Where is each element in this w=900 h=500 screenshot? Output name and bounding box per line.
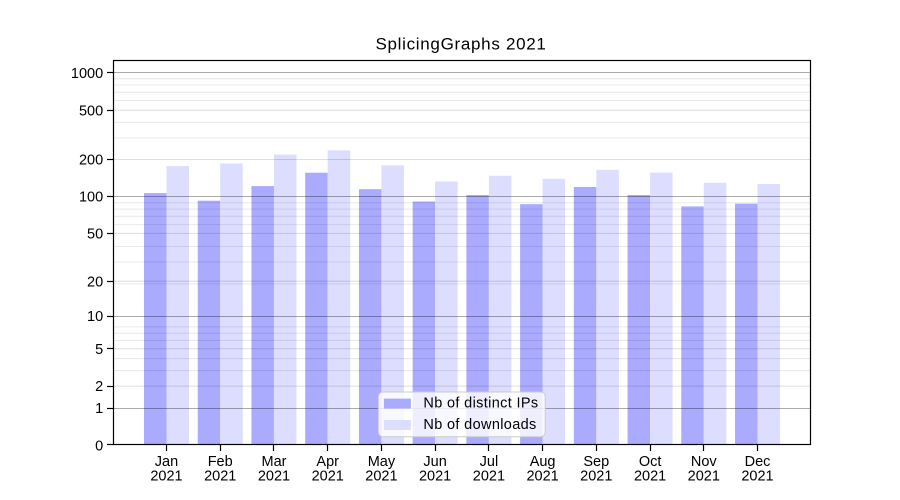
svg-text:2021: 2021	[365, 469, 397, 485]
svg-text:Aug: Aug	[530, 454, 556, 470]
svg-text:10: 10	[87, 309, 103, 325]
svg-text:2021: 2021	[526, 469, 558, 485]
svg-text:2021: 2021	[634, 469, 666, 485]
svg-text:2021: 2021	[580, 469, 612, 485]
svg-text:2021: 2021	[258, 469, 290, 485]
svg-text:2: 2	[95, 379, 103, 395]
svg-text:Nb of distinct IPs: Nb of distinct IPs	[423, 395, 538, 411]
svg-text:5: 5	[95, 342, 103, 358]
svg-text:1000: 1000	[71, 66, 103, 82]
svg-text:2021: 2021	[204, 469, 236, 485]
svg-text:2021: 2021	[150, 469, 182, 485]
svg-text:Jul: Jul	[480, 454, 499, 470]
svg-text:Nb of downloads: Nb of downloads	[423, 417, 536, 433]
svg-text:2021: 2021	[312, 469, 344, 485]
svg-text:50: 50	[87, 227, 103, 243]
svg-text:2021: 2021	[473, 469, 505, 485]
svg-text:Apr: Apr	[316, 454, 339, 470]
svg-text:Mar: Mar	[262, 454, 287, 470]
svg-text:2021: 2021	[419, 469, 451, 485]
svg-text:2021: 2021	[741, 469, 773, 485]
svg-text:Nov: Nov	[691, 454, 718, 470]
svg-text:100: 100	[79, 190, 103, 206]
svg-text:Dec: Dec	[745, 454, 771, 470]
svg-text:Jun: Jun	[423, 454, 446, 470]
svg-text:May: May	[368, 454, 396, 470]
svg-text:Jan: Jan	[155, 454, 178, 470]
svg-text:1: 1	[95, 401, 103, 417]
svg-text:Oct: Oct	[639, 454, 662, 470]
svg-text:20: 20	[87, 274, 103, 290]
svg-text:2021: 2021	[688, 469, 720, 485]
svg-text:SplicingGraphs 2021: SplicingGraphs 2021	[375, 35, 546, 54]
svg-text:500: 500	[79, 103, 103, 119]
svg-text:0: 0	[95, 438, 103, 454]
svg-text:200: 200	[79, 153, 103, 169]
svg-text:Sep: Sep	[583, 454, 609, 470]
svg-text:Feb: Feb	[208, 454, 233, 470]
